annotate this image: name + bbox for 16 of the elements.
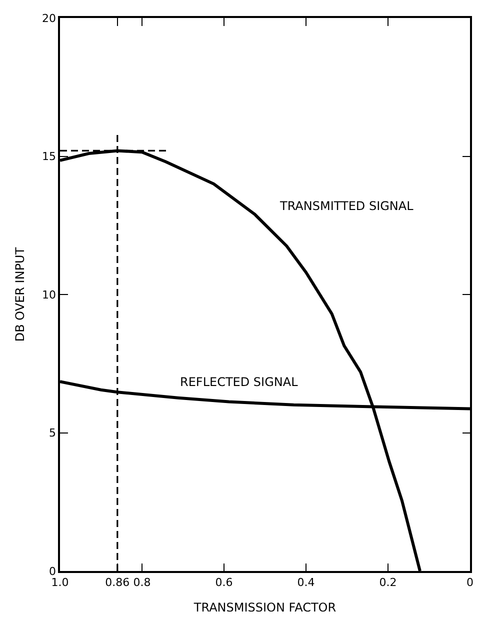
series-label: TRANSMITTED SIGNAL <box>279 199 414 213</box>
y-tick-label: 10 <box>42 288 56 302</box>
x-tick-label: 0.2 <box>379 576 397 589</box>
y-tick-label: 15 <box>42 150 56 164</box>
y-tick-label: 20 <box>42 12 56 25</box>
x-tick-label: 0.8 <box>133 576 151 589</box>
y-tick-label: 5 <box>49 426 56 440</box>
x-tick-label: 0 <box>466 576 474 589</box>
x-tick-label: 0.4 <box>297 576 315 589</box>
x-tick-label: 1.0 <box>51 576 69 589</box>
x-tick-label: 0.6 <box>215 576 233 589</box>
y-axis-title: DB OVER INPUT <box>12 246 27 342</box>
y-tick-label: 0 <box>49 564 56 578</box>
x-tick-label: 0.86 <box>105 576 130 589</box>
x-axis-title: TRANSMISSION FACTOR <box>192 600 336 614</box>
series-label: REFLECTED SIGNAL <box>180 375 298 389</box>
